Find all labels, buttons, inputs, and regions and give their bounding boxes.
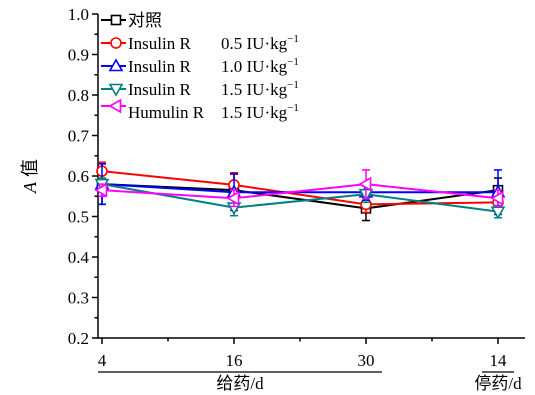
series-layer <box>94 161 506 222</box>
series-5-point <box>94 182 108 198</box>
y-tick-label: 0.5 <box>68 208 89 227</box>
legend-dose-exponent: −1 <box>287 102 299 114</box>
x-tick-label: 16 <box>226 351 243 370</box>
series-3-line <box>101 183 498 194</box>
legend-series-name: Humulin R <box>128 103 205 122</box>
x-group-label: 停药/d <box>474 374 522 393</box>
legend-dose: 1.5 IU·kg <box>221 80 288 99</box>
y-tick-label: 0.6 <box>68 167 89 186</box>
legend-item: Humulin R 1.5 IU·kg−1 <box>101 98 299 122</box>
y-axis-title-symbol: A <box>20 181 40 194</box>
y-tick-label: 0.2 <box>68 329 89 348</box>
legend-series-name: Insulin R <box>128 80 191 99</box>
legend-item: Insulin R 0.5 IU·kg−1 <box>101 33 299 53</box>
series-5 <box>94 169 504 208</box>
legend-marker <box>108 58 124 72</box>
legend-item: Insulin R 1.0 IU·kg−1 <box>101 56 299 76</box>
legend-label: Insulin R 1.5 IU·kg−1 <box>128 79 299 99</box>
legend-series-name: Insulin R <box>128 34 191 53</box>
series-3 <box>94 163 506 216</box>
y-axis-title-text: 值 <box>20 159 40 177</box>
series-5-line <box>101 183 499 200</box>
legend-series-name: Insulin R <box>128 57 191 76</box>
y-tick-label: 0.3 <box>68 289 89 308</box>
legend-marker <box>108 98 122 114</box>
y-tick-label: 0.7 <box>68 127 90 146</box>
series-5-point <box>358 176 372 192</box>
series-4-line <box>101 183 499 213</box>
legend-item: 对照 <box>101 11 162 30</box>
legend-marker <box>110 14 122 26</box>
x-tick-label: 14 <box>490 351 508 370</box>
legend-dose: 0.5 IU·kg <box>221 34 288 53</box>
legend-dose: 1.0 IU·kg <box>221 57 288 76</box>
legend-label: Insulin R 0.5 IU·kg−1 <box>128 33 299 53</box>
x-tick-label: 4 <box>98 351 107 370</box>
y-tick-label: 0.9 <box>68 46 89 65</box>
legend-label: 对照 <box>128 11 162 30</box>
y-tick-label: 0.4 <box>68 248 90 267</box>
legend-marker <box>110 37 122 49</box>
legend-marker <box>108 83 124 97</box>
legend-series-name: 对照 <box>128 11 162 30</box>
legend-label: Insulin R 1.0 IU·kg−1 <box>128 56 299 76</box>
series-4-point <box>490 206 506 220</box>
legend-dose-exponent: −1 <box>287 79 299 91</box>
series-5-point <box>490 190 504 206</box>
x-group-label: 给药/d <box>216 374 264 393</box>
y-tick-label: 0.8 <box>68 86 89 105</box>
y-tick-label: 1.0 <box>68 5 89 24</box>
legend-dose-exponent: −1 <box>287 33 299 45</box>
x-tick-label: 30 <box>358 351 375 370</box>
series-5-point <box>226 190 240 206</box>
axes: 0.2 0.3 0.4 0.5 0.6 0.7 0.8 0.9 1.0 4 16 30 14 给药/d 停药… <box>68 5 525 393</box>
legend-item: Insulin R 1.5 IU·kg−1 <box>101 79 299 99</box>
y-axis-title: A值 <box>20 159 40 194</box>
series-1-line <box>101 183 499 210</box>
legend-dose-exponent: −1 <box>287 56 299 68</box>
legend-dose: 1.5 IU·kg <box>221 103 288 122</box>
legend-label: Humulin R 1.5 IU·kg−1 <box>128 102 299 122</box>
